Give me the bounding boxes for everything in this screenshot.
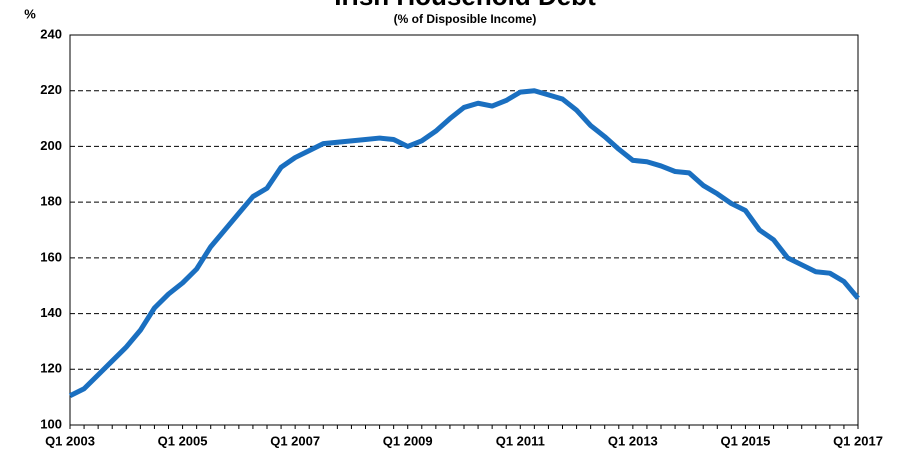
- y-tick-label: 160: [40, 249, 62, 264]
- x-tick-label: Q1 2007: [270, 433, 320, 448]
- y-tick-label: 200: [40, 138, 62, 153]
- y-tick-label: 140: [40, 305, 62, 320]
- x-tick-label: Q1 2011: [496, 433, 545, 448]
- y-tick-label: 100: [40, 416, 62, 431]
- x-tick-label: Q1 2003: [45, 433, 95, 448]
- x-tick-label: Q1 2005: [158, 433, 208, 448]
- y-tick-label: 220: [40, 82, 62, 97]
- line-series: [68, 88, 860, 398]
- y-tick-label: 120: [40, 361, 62, 376]
- y-axis-label: %: [24, 6, 36, 21]
- x-tick-label: Q1 2017: [833, 433, 883, 448]
- chart-title: Irish Household Debt: [334, 0, 596, 11]
- y-tick-label: 240: [40, 26, 62, 41]
- x-tick-label: Q1 2009: [383, 433, 433, 448]
- x-tick-label: Q1 2015: [720, 433, 770, 448]
- chart-subtitle: (% of Disposible Income): [394, 12, 537, 26]
- y-tick-label: 180: [40, 194, 62, 209]
- plot-border: [69, 34, 859, 426]
- x-tick-label: Q1 2013: [608, 433, 658, 448]
